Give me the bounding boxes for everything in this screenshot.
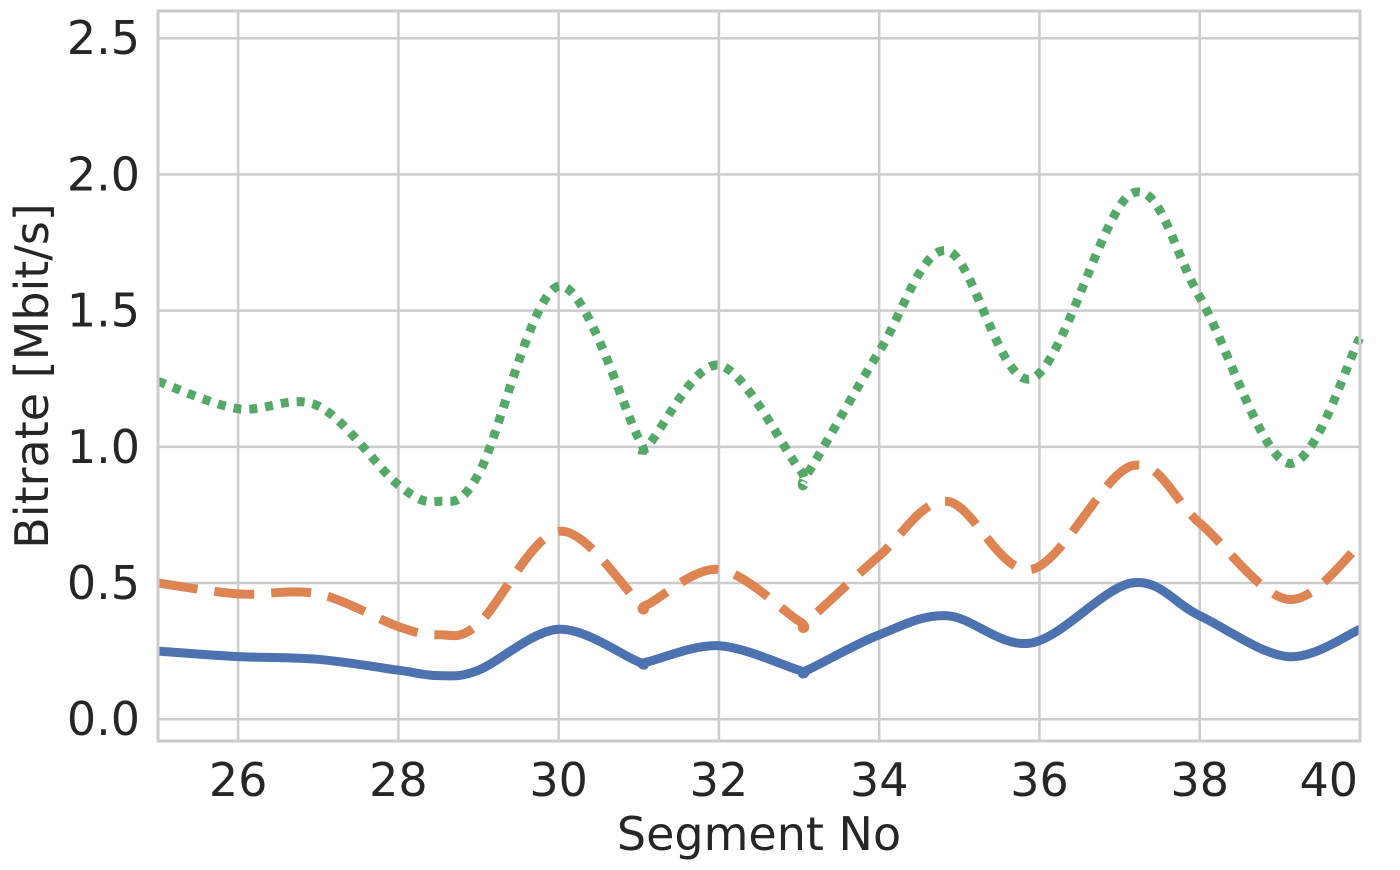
y-tick-label: 2.0 (67, 147, 140, 201)
x-tick-label: 26 (209, 753, 268, 807)
y-axis-label: Bitrate [Mbit/s] (5, 203, 59, 549)
y-tick-label: 1.0 (67, 420, 140, 474)
x-tick-label: 38 (1170, 753, 1229, 807)
x-tick-labels: 26 28 30 32 34 36 38 40 (209, 753, 1358, 807)
series-line-solid (157, 577, 1362, 681)
y-tick-label: 1.5 (67, 284, 140, 338)
x-tick-label: 28 (369, 753, 428, 807)
x-axis-label: Segment No (617, 807, 901, 861)
y-tick-label: 2.5 (67, 11, 140, 65)
y-tick-label: 0.0 (67, 692, 140, 746)
grid (158, 11, 1362, 741)
x-tick-label: 40 (1299, 753, 1358, 807)
y-tick-label: 0.5 (67, 556, 140, 610)
plot-frame (156, 9, 1362, 743)
series-group (156, 187, 1364, 681)
series-line-dashed (157, 460, 1363, 641)
series-line-dotted (156, 187, 1364, 507)
y-tick-labels: 0.0 0.5 1.0 1.5 2.0 2.5 (67, 11, 140, 746)
x-tick-label: 36 (1010, 753, 1069, 807)
x-tick-label: 32 (690, 753, 749, 807)
x-tick-label: 34 (850, 753, 909, 807)
x-tick-label: 30 (529, 753, 588, 807)
